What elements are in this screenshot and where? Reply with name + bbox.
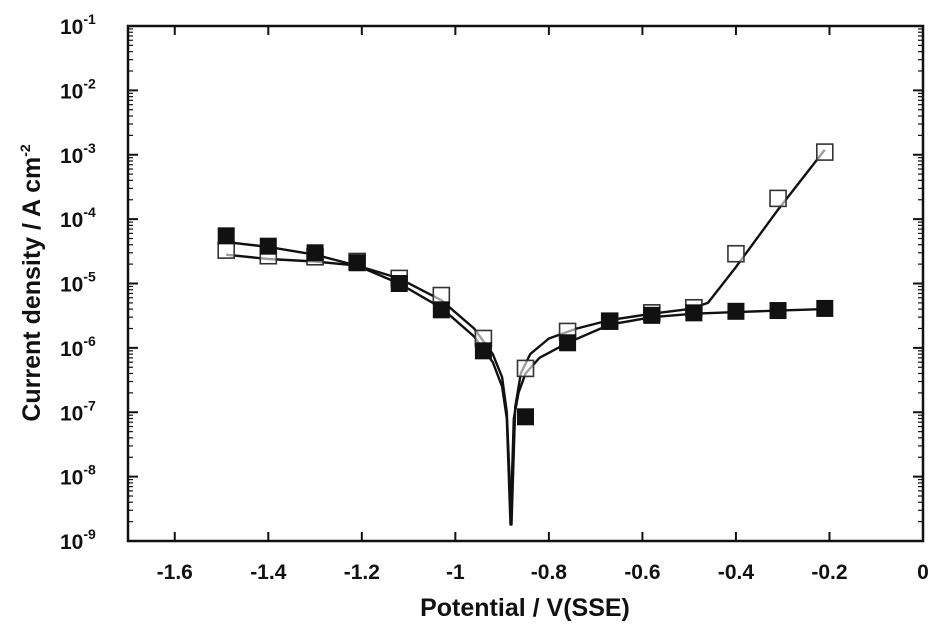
y-tick-base: 10 (60, 338, 83, 361)
y-tick-exponent: -1 (83, 11, 96, 27)
y-tick-exponent: -8 (83, 462, 96, 478)
open-square-marker (516, 359, 535, 378)
open-square-marker (815, 143, 834, 161)
filled-square-marker (390, 275, 408, 292)
y-tick-base: 10 (60, 531, 83, 554)
fit-curve (226, 148, 826, 526)
open-square-marker (727, 244, 745, 263)
filled-square-marker (685, 304, 703, 322)
fit-curve (226, 240, 825, 526)
y-tick-exponent: -2 (83, 75, 96, 91)
y-tick-label: 10-6 (60, 333, 96, 361)
plot-frame (126, 24, 925, 543)
open-square-marker (432, 286, 451, 305)
filled-square-marker (259, 237, 277, 255)
data-markers (217, 143, 834, 426)
filled-square-marker (217, 227, 235, 245)
y-axis-label-sup: -2 (17, 144, 33, 157)
y-tick-label: 10-5 (60, 269, 96, 297)
filled-square-marker (306, 244, 324, 262)
filled-square-marker (474, 342, 492, 360)
x-tick-label: 0 (917, 561, 929, 584)
y-axis-label-main: Current density / A cm (18, 157, 46, 422)
y-tick-label: 10-3 (60, 140, 96, 168)
y-tick-label: 10-2 (60, 75, 96, 103)
y-tick-exponent: -6 (83, 333, 96, 349)
y-tick-exponent: -4 (83, 204, 96, 220)
y-tick-exponent: -3 (83, 140, 96, 156)
filled-square-marker (517, 408, 534, 426)
y-tick-label: 10-9 (60, 526, 96, 554)
filled-square-marker (727, 302, 745, 320)
open-square-marker (769, 189, 787, 208)
y-axis-label: Current density / A cm-2 (17, 144, 46, 422)
y-tick-base: 10 (60, 274, 83, 297)
filled-square-marker (432, 301, 450, 319)
y-tick-label: 10-4 (60, 204, 96, 232)
filled-square-marker (601, 312, 619, 330)
x-tick-label: -0.4 (718, 561, 755, 584)
filled-square-marker (643, 306, 661, 324)
y-tick-base: 10 (60, 16, 83, 39)
x-tick-label: -0.6 (624, 561, 660, 584)
fit-curves (226, 148, 826, 526)
x-axis-ticks: -1.6 -1.4 -1.2 -1 -0.8 -0.6 -0.4 -0.2 0 (157, 26, 929, 584)
y-tick-base: 10 (60, 209, 83, 232)
filled-square-marker (816, 299, 834, 317)
x-axis-label: Potential / V(SSE) (420, 594, 630, 622)
y-tick-exponent: -7 (83, 397, 96, 413)
y-tick-base: 10 (60, 145, 83, 168)
x-tick-label: -1.6 (157, 561, 193, 584)
x-tick-label: -0.2 (811, 561, 847, 584)
filled-square-marker (769, 302, 787, 320)
y-tick-exponent: -9 (83, 526, 96, 542)
y-tick-exponent: -5 (83, 269, 96, 285)
filled-square-marker (348, 254, 366, 272)
x-tick-label: -1 (446, 561, 465, 584)
filled-square-marker (559, 334, 577, 352)
x-tick-label: -1.2 (344, 561, 380, 584)
open-square-marker (217, 241, 236, 259)
y-axis-ticks: 10-110-210-310-410-510-610-710-810-9 (60, 11, 923, 554)
x-tick-label: -1.4 (250, 561, 287, 584)
y-tick-base: 10 (60, 467, 83, 490)
y-tick-label: 10-1 (60, 11, 96, 39)
y-tick-base: 10 (60, 80, 83, 103)
y-tick-base: 10 (60, 402, 83, 425)
y-tick-label: 10-7 (60, 397, 96, 425)
x-tick-label: -0.8 (531, 561, 568, 584)
y-tick-label: 10-8 (60, 462, 96, 490)
